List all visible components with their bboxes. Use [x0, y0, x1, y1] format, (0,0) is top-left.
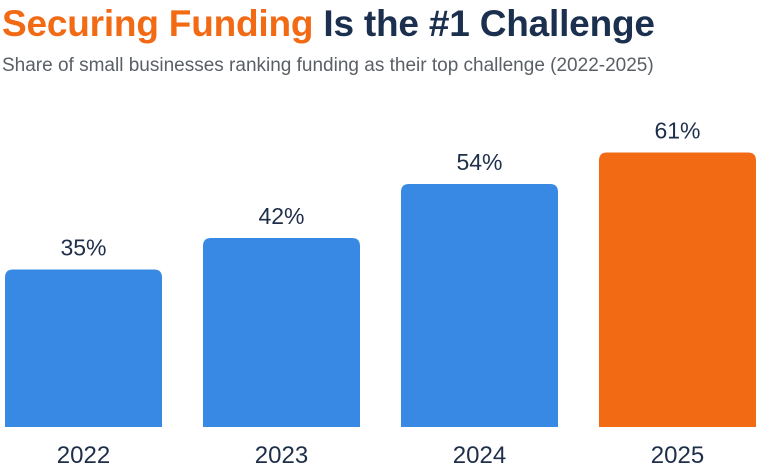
bar-value-label-2023: 42%: [258, 203, 304, 229]
chart-subtitle: Share of small businesses ranking fundin…: [2, 55, 654, 76]
bar-value-label-2022: 35%: [60, 235, 106, 261]
x-tick-label-2023: 2023: [255, 442, 308, 469]
bar-value-label-2025: 61%: [654, 118, 700, 144]
chart-title-highlight: Securing Funding: [2, 3, 314, 44]
x-tick-label-2022: 2022: [57, 442, 110, 469]
bar-value-label-2024: 54%: [456, 149, 502, 175]
bar-2023: [203, 238, 360, 427]
x-tick-label-2024: 2024: [453, 442, 506, 469]
chart-title-rest: Is the #1 Challenge: [313, 3, 655, 44]
bar-2025: [599, 152, 756, 427]
x-tick-label-2025: 2025: [651, 442, 704, 469]
chart-title: Securing Funding Is the #1 Challenge: [2, 2, 655, 46]
bar-2022: [5, 269, 162, 427]
bar-2024: [401, 184, 558, 427]
